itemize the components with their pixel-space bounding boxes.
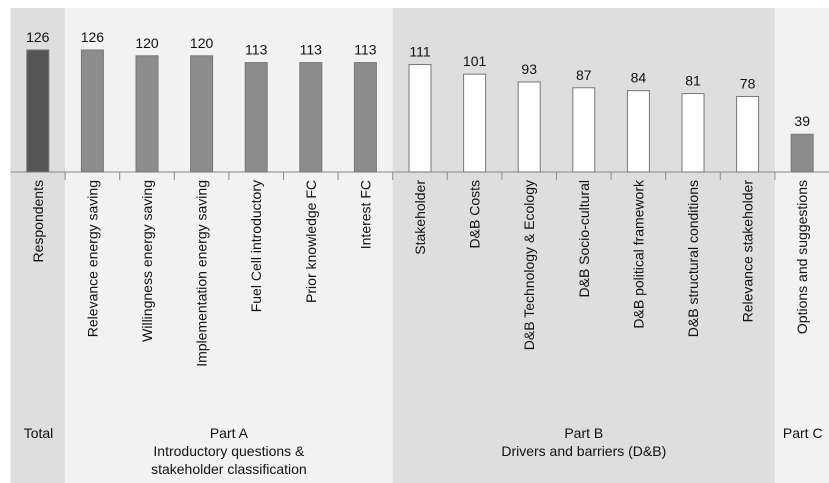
bar	[572, 87, 596, 173]
category-label: Options and suggestions	[794, 180, 810, 334]
section-background	[774, 8, 829, 483]
group-label: Introductory questions &	[153, 443, 305, 459]
category-label: Respondents	[30, 180, 46, 263]
category-label: D&B political framework	[630, 179, 646, 329]
category-label: Stakeholder	[412, 180, 428, 255]
category-label: Implementation energy saving	[194, 180, 210, 367]
bar	[353, 62, 377, 173]
category-label: Willingness energy saving	[139, 180, 155, 342]
group-label: Drivers and barriers (D&B)	[501, 443, 666, 459]
category-label: Fuel Cell introductory	[248, 180, 264, 312]
bar	[517, 81, 541, 173]
category-label: D&B structural conditions	[685, 180, 701, 337]
value-label: 81	[685, 73, 701, 89]
value-label: 120	[190, 35, 214, 51]
bar	[244, 62, 268, 173]
bar	[135, 55, 159, 173]
value-label: 113	[354, 42, 377, 58]
category-label: D&B Technology & Ecology	[521, 180, 537, 350]
category-label: Prior knowledge FC	[303, 180, 319, 303]
bar	[463, 73, 487, 173]
bar	[190, 55, 214, 173]
section-background	[65, 8, 393, 483]
bar	[626, 90, 650, 173]
bar	[681, 93, 705, 173]
bar	[80, 49, 104, 173]
section-background	[392, 8, 775, 483]
category-label: D&B Costs	[467, 180, 483, 248]
group-label: stakeholder classification	[151, 461, 307, 477]
bar	[26, 49, 50, 173]
value-label: 120	[135, 35, 159, 51]
category-label: Interest FC	[357, 180, 373, 249]
value-label: 113	[245, 42, 268, 58]
value-label: 84	[631, 70, 647, 86]
value-label: 78	[740, 75, 756, 91]
value-label: 111	[409, 44, 430, 60]
group-label: Part A	[210, 425, 249, 441]
category-label: D&B Socio-cultural	[576, 180, 592, 298]
category-label: Relevance stakeholder	[740, 180, 756, 323]
category-label: Relevance energy saving	[84, 180, 100, 337]
value-label: 39	[794, 113, 810, 129]
bar	[408, 64, 432, 173]
value-label: 93	[521, 61, 537, 77]
bar	[790, 133, 814, 173]
value-label: 113	[300, 42, 323, 58]
value-label: 87	[576, 67, 592, 83]
value-label: 126	[26, 29, 50, 45]
group-label: Part C	[783, 425, 823, 441]
bar	[299, 62, 323, 173]
group-label: Total	[24, 425, 54, 441]
value-label: 101	[463, 53, 487, 69]
bar	[736, 95, 760, 173]
value-label: 126	[81, 29, 105, 45]
group-label: Part B	[564, 425, 603, 441]
